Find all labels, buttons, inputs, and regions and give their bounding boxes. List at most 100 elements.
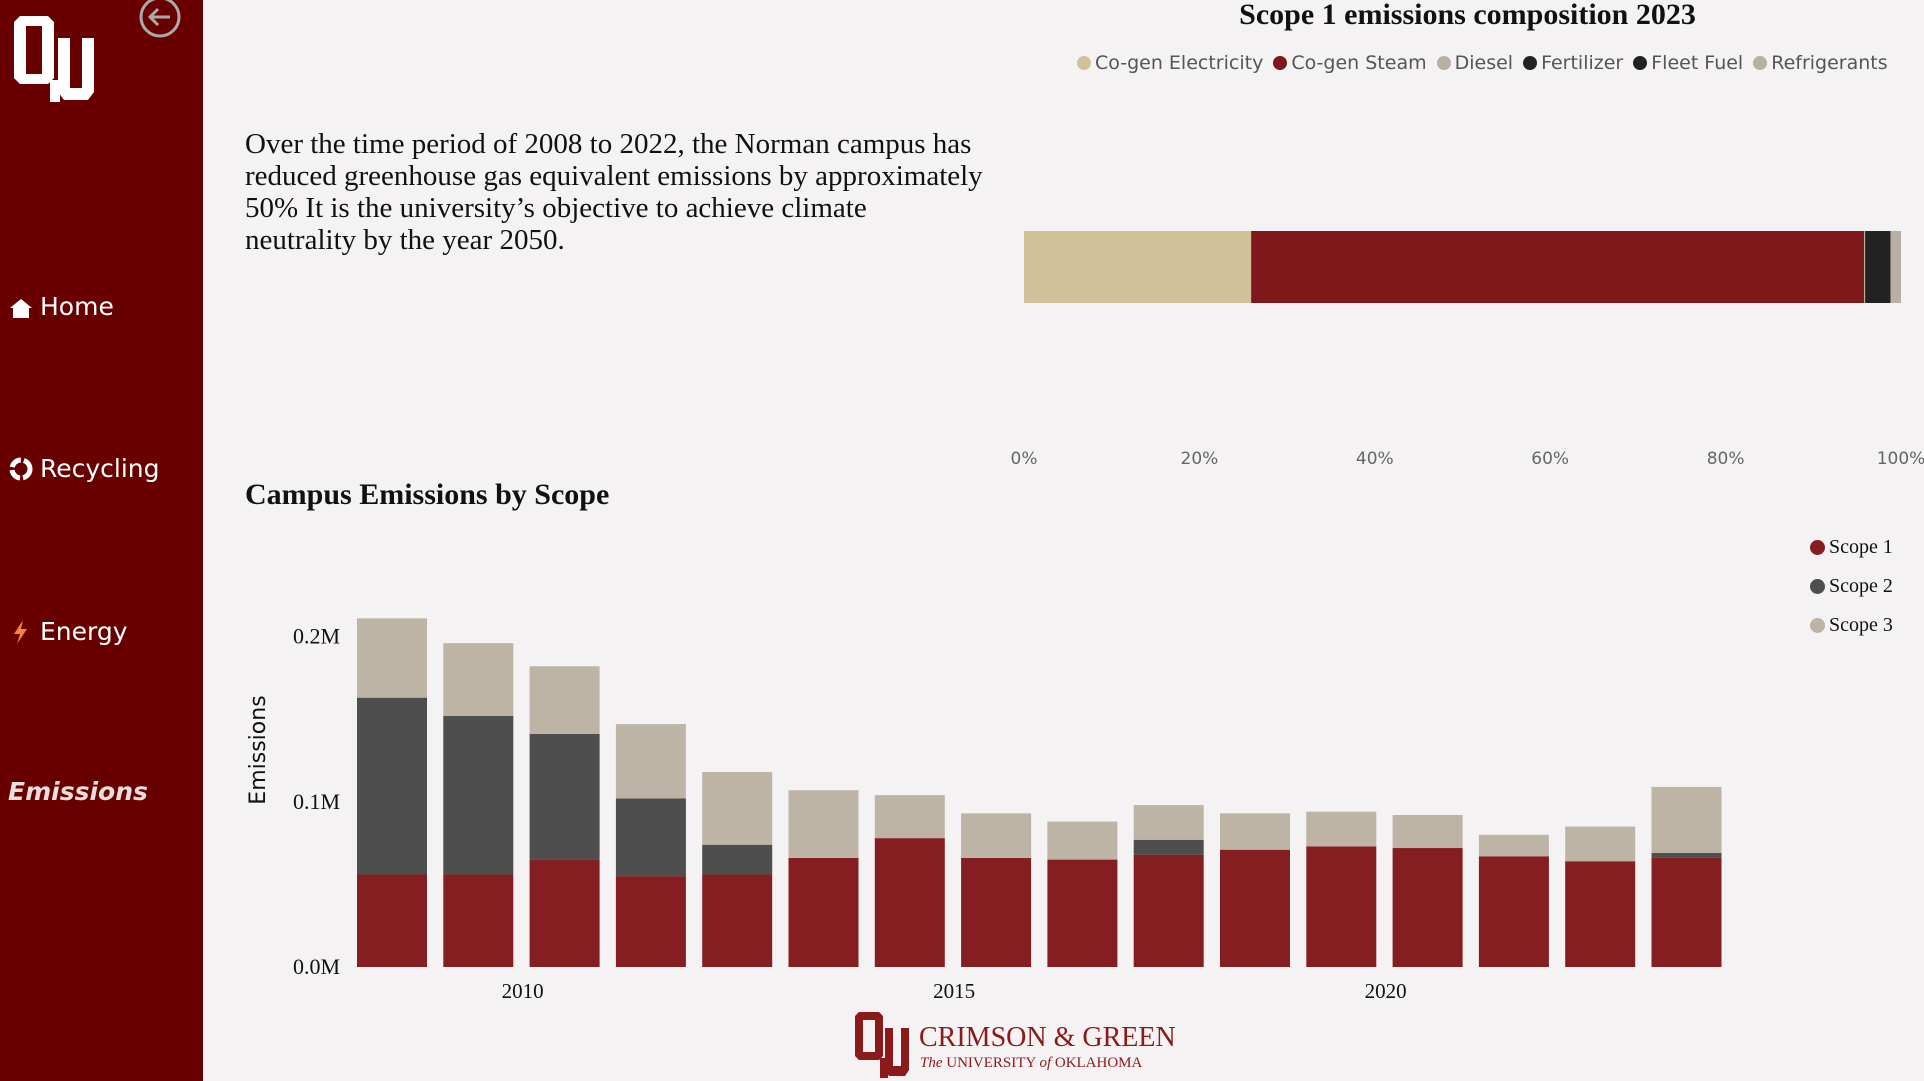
bar-scope-3-2015[interactable] xyxy=(961,813,1032,858)
footer-sub: The UNIVERSITY of OKLAHOMA xyxy=(920,1055,1142,1072)
legend-dot xyxy=(1753,56,1768,70)
bar-scope-2-2009[interactable] xyxy=(443,715,514,875)
legend-item-fleet-fuel[interactable]: Fleet Fuel xyxy=(1633,52,1743,74)
bar-scope-3-2008[interactable] xyxy=(357,618,427,698)
bar-scope-3-2013[interactable] xyxy=(788,790,859,858)
x-tick-label: 20% xyxy=(1181,449,1219,469)
legend-dot xyxy=(1273,56,1288,70)
campus-emissions-chart: 0.0M 0.1M 0.2M 2010 2015 2020 Emissions xyxy=(246,618,1722,1000)
bar-scope-3-2019[interactable] xyxy=(1306,811,1377,847)
bar-scope-3-2011[interactable] xyxy=(615,724,686,799)
bar-scope-3-2018[interactable] xyxy=(1220,813,1290,850)
footer-sub-end: OKLAHOMA xyxy=(1054,1055,1143,1071)
legend-label: Co-gen Electricity xyxy=(1095,52,1264,74)
bar-segment-co-gen-electricity[interactable] xyxy=(1024,231,1252,303)
nav-recycling[interactable]: Recycling xyxy=(8,454,160,483)
legend-dot xyxy=(1810,579,1825,594)
legend-item-scope-2[interactable]: Scope 2 xyxy=(1810,567,1893,606)
bar-scope-3-2017[interactable] xyxy=(1133,805,1204,840)
bar-scope-1-2010[interactable] xyxy=(529,859,600,967)
legend-item-co-gen-steam[interactable]: Co-gen Steam xyxy=(1273,52,1427,74)
bar-segment-diesel[interactable] xyxy=(1864,231,1866,303)
bar-scope-3-2014[interactable] xyxy=(874,795,945,839)
ou-footer-icon xyxy=(855,1012,909,1078)
bar-scope-3-2022[interactable] xyxy=(1565,826,1636,862)
nav-home-label: Home xyxy=(40,292,114,321)
footer-brand: CRIMSON & GREEN xyxy=(919,1022,1176,1053)
bar-scope-2-2012[interactable] xyxy=(702,844,773,875)
legend-dot xyxy=(1523,56,1538,70)
bar-scope-1-2018[interactable] xyxy=(1220,849,1290,967)
bar-scope-3-2009[interactable] xyxy=(443,643,514,716)
x-tick-label: 0% xyxy=(1011,449,1038,469)
bar-scope-1-2015[interactable] xyxy=(961,857,1032,967)
nav-energy[interactable]: Energy xyxy=(8,617,128,646)
bar-scope-1-2013[interactable] xyxy=(788,857,859,967)
bar-scope-1-2023[interactable] xyxy=(1651,857,1722,967)
bar-scope-2-2008[interactable] xyxy=(357,697,427,875)
x-tick-label: 100% xyxy=(1877,449,1924,469)
bar-scope-1-2014[interactable] xyxy=(874,838,945,967)
legend-item-refrigerants[interactable]: Refrigerants xyxy=(1753,52,1888,74)
bar-segment-fleet-fuel[interactable] xyxy=(1865,231,1891,303)
bar-scope-3-2023[interactable] xyxy=(1651,786,1722,853)
bar-scope-1-2021[interactable] xyxy=(1478,856,1549,967)
x-tick-label: 2015 xyxy=(933,979,975,1000)
legend-dot xyxy=(1077,56,1091,70)
legend-item-fertilizer[interactable]: Fertilizer xyxy=(1523,52,1623,74)
bar-scope-2-2011[interactable] xyxy=(615,798,686,877)
intro-text: Over the time period of 2008 to 2022, th… xyxy=(245,128,983,256)
footer-sub-mid: UNIVERSITY xyxy=(946,1055,1036,1071)
nav-energy-label: Energy xyxy=(40,617,128,646)
scope1-chart-title: Scope 1 emissions composition 2023 xyxy=(1239,0,1696,31)
legend-label: Scope 2 xyxy=(1829,575,1893,597)
bar-segment-co-gen-steam[interactable] xyxy=(1251,231,1865,303)
legend-item-co-gen-electricity[interactable]: Co-gen Electricity xyxy=(1077,52,1263,74)
bar-scope-3-2020[interactable] xyxy=(1392,814,1463,849)
scope1-legend: Co-gen Electricity Co-gen Steam Diesel Fert… xyxy=(1077,52,1888,74)
scope1-composition-chart: 0% 20% 40% 60% 80% 100% xyxy=(1011,231,1924,469)
nav-emissions[interactable]: Emissions xyxy=(8,777,148,806)
y-tick-label: 0.1M xyxy=(293,789,340,814)
bar-scope-1-2009[interactable] xyxy=(443,874,514,967)
legend-label: Refrigerants xyxy=(1771,52,1888,74)
bar-scope-1-2008[interactable] xyxy=(357,874,427,967)
nav-emissions-label: Emissions xyxy=(8,777,148,806)
bar-scope-1-2016[interactable] xyxy=(1047,859,1118,967)
bar-scope-1-2011[interactable] xyxy=(615,876,686,967)
legend-label: Scope 3 xyxy=(1829,614,1893,636)
bar-scope-3-2021[interactable] xyxy=(1478,834,1549,857)
legend-item-scope-1[interactable]: Scope 1 xyxy=(1810,528,1893,567)
legend-dot xyxy=(1810,618,1825,633)
bar-scope-1-2012[interactable] xyxy=(702,874,773,967)
legend-label: Co-gen Steam xyxy=(1291,52,1427,74)
sidebar: Home Recycling Energy Emissions xyxy=(0,0,203,1081)
bar-scope-3-2010[interactable] xyxy=(529,666,600,735)
legend-item-diesel[interactable]: Diesel xyxy=(1436,52,1513,74)
bar-scope-2-2023[interactable] xyxy=(1651,852,1722,858)
legend-dot xyxy=(1436,56,1451,70)
bar-scope-3-2012[interactable] xyxy=(702,772,773,845)
y-tick-label: 0.2M xyxy=(293,624,340,649)
x-tick-label: 40% xyxy=(1356,449,1394,469)
bar-scope-1-2017[interactable] xyxy=(1133,854,1204,967)
x-tick-label: 60% xyxy=(1531,449,1569,469)
bar-scope-1-2019[interactable] xyxy=(1306,846,1377,967)
nav-home[interactable]: Home xyxy=(8,292,114,321)
back-arrow-icon[interactable] xyxy=(136,0,184,40)
legend-label: Scope 1 xyxy=(1829,536,1893,558)
bar-scope-2-2017[interactable] xyxy=(1133,839,1204,855)
bar-scope-2-2010[interactable] xyxy=(529,734,600,860)
bar-scope-1-2022[interactable] xyxy=(1565,861,1636,967)
bar-segment-refrigerants[interactable] xyxy=(1890,231,1901,303)
crimson-green-logo: CRIMSON & GREEN The UNIVERSITY of OKLAHO… xyxy=(855,1008,1195,1080)
bar-scope-1-2020[interactable] xyxy=(1392,848,1463,967)
bar-segment-fertilizer[interactable] xyxy=(1865,231,1866,303)
x-tick-label: 2010 xyxy=(502,979,544,1000)
legend-item-scope-3[interactable]: Scope 3 xyxy=(1810,606,1893,645)
legend-dot xyxy=(1810,540,1825,555)
bar-scope-3-2016[interactable] xyxy=(1047,821,1118,860)
legend-label: Fertilizer xyxy=(1541,52,1624,74)
y-tick-label: 0.0M xyxy=(293,954,340,979)
ou-logo xyxy=(14,16,94,102)
